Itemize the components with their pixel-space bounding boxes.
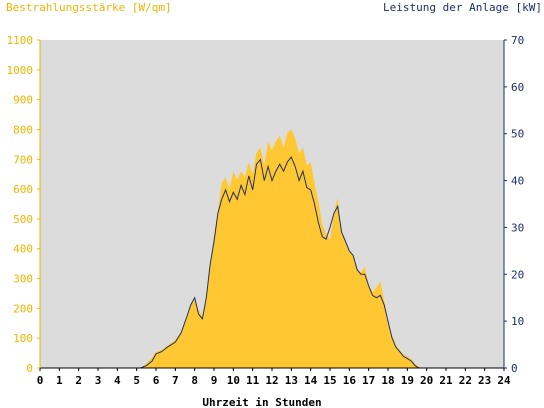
- x-tick-label: 11: [246, 374, 260, 387]
- x-tick-label: 4: [114, 374, 121, 387]
- x-tick-label: 22: [459, 374, 472, 387]
- x-axis-title: Uhrzeit in Stunden: [202, 396, 321, 408]
- left-tick-label: 1000: [7, 64, 34, 77]
- x-tick-label: 13: [285, 374, 298, 387]
- x-tick-label: 12: [265, 374, 278, 387]
- x-tick-label: 8: [191, 374, 198, 387]
- x-tick-label: 3: [95, 374, 102, 387]
- left-tick-label: 500: [13, 213, 33, 226]
- left-tick-label: 400: [13, 243, 33, 256]
- right-tick-label: 30: [511, 221, 524, 234]
- power-line: [40, 156, 504, 369]
- left-tick-label: 800: [13, 123, 33, 136]
- left-tick-label: 900: [13, 94, 33, 107]
- left-tick-label: 100: [13, 332, 33, 345]
- left-axis-title: Bestrahlungsstärke [W/qm]: [6, 1, 172, 14]
- x-tick-label: 23: [478, 374, 491, 387]
- left-tick-label: 1100: [7, 34, 34, 47]
- right-tick-label: 40: [511, 175, 524, 188]
- left-tick-label: 300: [13, 273, 33, 286]
- x-tick-label: 17: [362, 374, 375, 387]
- right-tick-label: 60: [511, 81, 524, 94]
- x-tick-label: 20: [420, 374, 433, 387]
- x-tick-label: 6: [153, 374, 160, 387]
- x-tick-label: 18: [381, 374, 394, 387]
- x-tick-label: 14: [304, 374, 318, 387]
- right-tick-label: 20: [511, 268, 524, 281]
- left-tick-label: 0: [26, 362, 33, 375]
- x-tick-label: 21: [439, 374, 453, 387]
- right-tick-label: 0: [511, 362, 518, 375]
- x-tick-label: 2: [75, 374, 82, 387]
- x-tick-label: 7: [172, 374, 179, 387]
- x-tick-label: 10: [227, 374, 240, 387]
- x-tick-label: 15: [323, 374, 336, 387]
- right-tick-label: 50: [511, 128, 524, 141]
- right-tick-label: 70: [511, 34, 524, 47]
- x-tick-label: 16: [343, 374, 357, 387]
- x-tick-label: 24: [497, 374, 511, 387]
- x-tick-label: 19: [401, 374, 414, 387]
- right-tick-label: 10: [511, 315, 524, 328]
- left-tick-label: 700: [13, 153, 33, 166]
- x-tick-label: 1: [56, 374, 63, 387]
- x-tick-label: 5: [133, 374, 140, 387]
- x-tick-label: 0: [37, 374, 44, 387]
- left-tick-label: 200: [13, 302, 33, 315]
- irradiance-area: [40, 129, 504, 368]
- x-tick-label: 9: [211, 374, 218, 387]
- right-axis-title: Leistung der Anlage [kW]: [383, 1, 542, 14]
- left-tick-label: 600: [13, 183, 33, 196]
